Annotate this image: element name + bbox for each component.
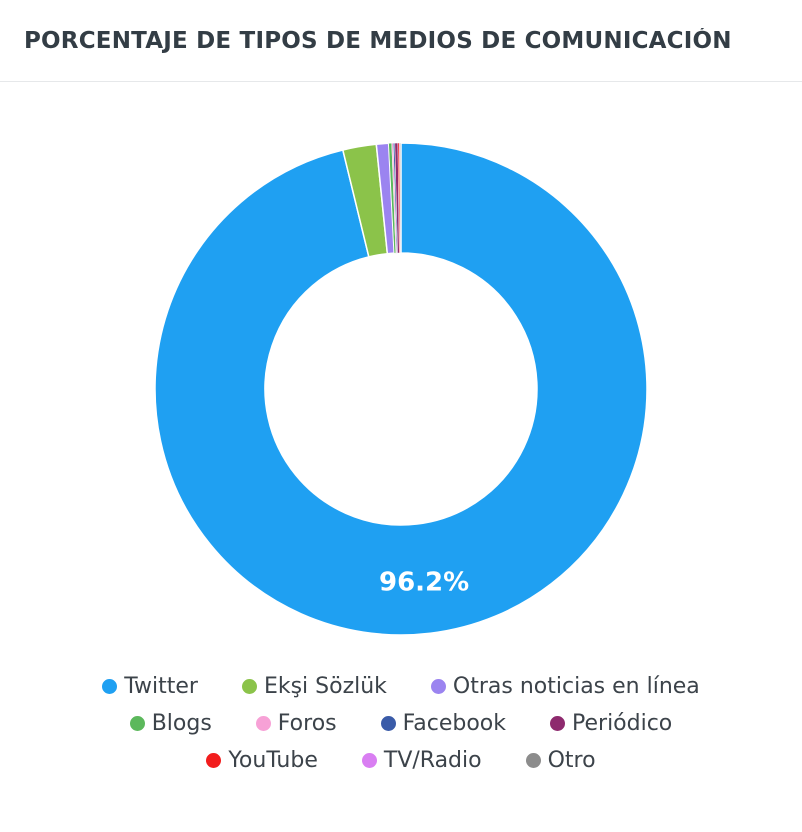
legend-item[interactable]: Facebook [380, 711, 506, 736]
legend-row: YouTube TV/Radio Otro [0, 742, 802, 779]
card-header: PORCENTAJE DE TIPOS DE MEDIOS DE COMUNIC… [0, 0, 802, 82]
legend-label: TV/Radio [383, 748, 482, 773]
legend-swatch-icon [102, 679, 118, 694]
legend-label: Periódico [572, 711, 673, 736]
legend-swatch-icon [129, 716, 145, 731]
legend-item[interactable]: Blogs [129, 711, 212, 736]
legend-item[interactable]: Ekşi Sözlük [241, 674, 387, 699]
legend-item[interactable]: Otras noticias en línea [430, 674, 700, 699]
legend-label: Foros [277, 711, 337, 736]
slice-otro[interactable] [399, 142, 402, 254]
legend-swatch-icon [241, 679, 257, 694]
legend-swatch-icon [361, 753, 377, 768]
donut-chart: 96.2% [154, 142, 648, 636]
legend-label: Otras noticias en línea [452, 674, 700, 699]
legend-item[interactable]: Foros [255, 711, 337, 736]
legend-label: Twitter [124, 674, 198, 699]
legend-label: Otro [547, 748, 596, 773]
legend-row: Blogs Foros Facebook Periódico [0, 705, 802, 742]
legend-label: YouTube [228, 748, 318, 773]
legend-swatch-icon [525, 753, 541, 768]
legend-item[interactable]: YouTube [206, 748, 318, 773]
slice-data-label: 96.2% [379, 568, 469, 598]
legend-label: Facebook [402, 711, 506, 736]
legend-swatch-icon [550, 716, 565, 731]
legend-item[interactable]: Twitter [102, 674, 198, 699]
legend-label: Ekşi Sözlük [263, 674, 387, 699]
legend-item[interactable]: Otro [525, 748, 596, 773]
legend-item[interactable]: TV/Radio [361, 748, 482, 773]
chart-title: PORCENTAJE DE TIPOS DE MEDIOS DE COMUNIC… [24, 28, 732, 54]
legend-swatch-icon [430, 679, 446, 694]
legend-swatch-icon [255, 716, 271, 731]
legend-swatch-icon [206, 753, 222, 768]
slice-twitter[interactable] [154, 142, 648, 636]
legend-label: Blogs [151, 711, 212, 736]
legend-item[interactable]: Periódico [550, 711, 672, 736]
legend-swatch-icon [380, 716, 396, 731]
chart-legend: Twitter Ekşi Sözlük Otras noticias en líne… [0, 668, 802, 779]
legend-row: Twitter Ekşi Sözlük Otras noticias en líne… [0, 668, 802, 705]
